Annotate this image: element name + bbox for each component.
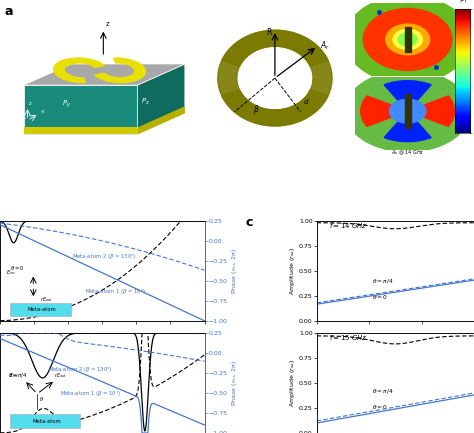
Text: $\theta = \pi/4$: $\theta = \pi/4$ (372, 277, 393, 285)
Text: Meta-atom 2 ($\beta$ = 130°): Meta-atom 2 ($\beta$ = 130°) (48, 365, 112, 374)
Text: a: a (5, 5, 13, 18)
Y-axis label: Amplitude ($r_{xx}$): Amplitude ($r_{xx}$) (288, 247, 297, 295)
Text: Meta-atom 1 ($\beta$ = 10°): Meta-atom 1 ($\beta$ = 10°) (60, 388, 121, 397)
Y-axis label: Phase ($r_{xx}$, $2\pi$): Phase ($r_{xx}$, $2\pi$) (230, 248, 239, 294)
Text: $f = 15$ GHz: $f = 15$ GHz (329, 333, 368, 342)
Text: Meta-atom 2 ($\beta$ = 130°): Meta-atom 2 ($\beta$ = 130°) (72, 252, 136, 262)
Text: Meta-atom 1 ($\beta$ = 10°): Meta-atom 1 ($\beta$ = 10°) (85, 287, 146, 296)
Text: c: c (246, 216, 253, 229)
Text: $\theta = 0$: $\theta = 0$ (372, 403, 388, 411)
Text: $\theta = 0$: $\theta = 0$ (372, 293, 388, 301)
Y-axis label: Phase ($r_{xx}$, $2\pi$): Phase ($r_{xx}$, $2\pi$) (230, 360, 239, 406)
Text: $\theta = \pi/4$: $\theta = \pi/4$ (372, 388, 393, 395)
Y-axis label: Amplitude ($r_{xx}$): Amplitude ($r_{xx}$) (288, 359, 297, 407)
Text: $f = 14$ GHz: $f = 14$ GHz (329, 221, 368, 230)
